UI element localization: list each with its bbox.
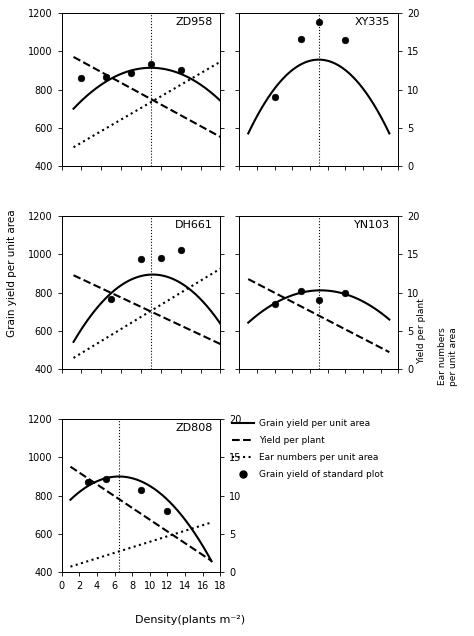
Point [341,34,349,45]
Legend: Grain yield per unit area, Yield per plant, Ear numbers per unit area, Grain yie: Grain yield per unit area, Yield per pla… [228,415,387,483]
Point [137,254,145,264]
Text: Density(plants m⁻²): Density(plants m⁻²) [135,615,245,625]
Point [297,34,305,44]
Point [164,506,171,516]
Text: DH661: DH661 [174,220,212,230]
Point [315,17,323,27]
Point [102,72,110,82]
Point [157,253,164,263]
Point [341,287,349,298]
Text: ZD958: ZD958 [175,17,212,27]
Point [147,59,155,69]
Point [177,245,184,256]
Text: YN103: YN103 [354,220,390,230]
Point [315,295,323,305]
Text: XY335: XY335 [355,17,390,27]
Point [108,294,115,305]
Text: Grain yield per unit area: Grain yield per unit area [7,210,17,337]
Point [271,299,279,309]
Point [102,474,109,484]
Point [297,286,305,296]
Point [177,66,184,76]
Text: Yield per plant: Yield per plant [418,298,426,364]
Point [128,68,135,78]
Text: Ear numbers
per unit area: Ear numbers per unit area [438,327,457,385]
Point [271,92,279,102]
Point [84,477,92,487]
Text: ZD808: ZD808 [175,423,212,433]
Point [137,485,145,495]
Point [78,73,85,83]
